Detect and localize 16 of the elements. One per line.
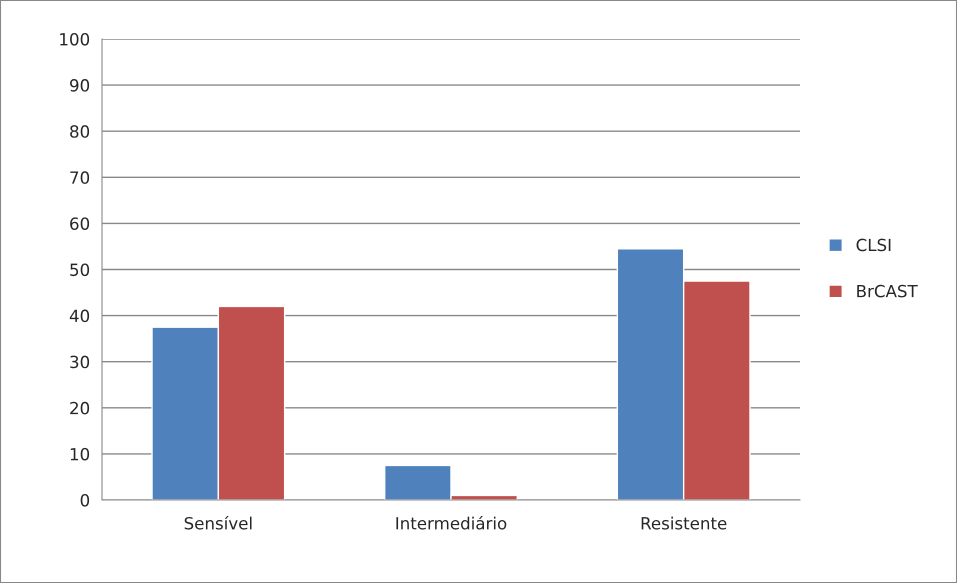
- legend-label: BrCAST: [857, 284, 918, 298]
- y-tick-label: 10: [70, 448, 90, 460]
- x-tick-label: Resistente: [642, 516, 726, 530]
- y-tick-label: 0: [80, 494, 90, 507]
- y-tick-label: 60: [70, 217, 90, 230]
- y-tick-label: 80: [70, 125, 90, 138]
- x-tick-label: Sensível: [184, 516, 252, 530]
- y-tick-label: 100: [60, 32, 90, 46]
- y-tick-label: 50: [70, 263, 90, 276]
- x-tick-label: Intermediário: [396, 516, 506, 530]
- y-tick-label: 90: [70, 79, 90, 92]
- y-tick-label: 40: [70, 310, 90, 322]
- y-tick-label: 70: [70, 171, 90, 184]
- legend-label: CLSI: [856, 238, 890, 252]
- y-tick-label: 20: [70, 402, 90, 414]
- y-tick-label: 30: [70, 356, 90, 368]
